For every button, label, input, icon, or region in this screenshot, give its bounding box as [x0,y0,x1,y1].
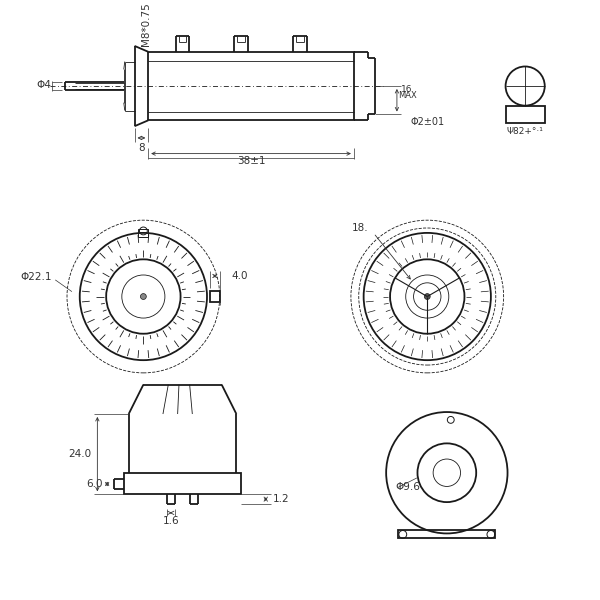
Circle shape [140,293,146,299]
Bar [398,530,496,538]
Bar [148,52,354,121]
Text: 38±1: 38±1 [237,157,265,166]
Text: 6.0: 6.0 [87,479,103,489]
Text: Φ4: Φ4 [36,80,51,90]
Text: 8: 8 [138,143,145,153]
Text: 24.0: 24.0 [68,449,91,459]
Bar [506,106,545,123]
Bar [124,473,241,494]
Circle shape [424,293,430,299]
Text: Φ2±01: Φ2±01 [410,117,445,127]
Text: Φ22.1: Φ22.1 [21,272,52,282]
Bar [210,290,220,302]
Text: M8*0.75: M8*0.75 [142,2,151,46]
Text: Φ9.6: Φ9.6 [395,482,420,493]
Text: 4.0: 4.0 [232,271,248,281]
Text: 1.6: 1.6 [163,516,179,526]
Bar [139,229,148,237]
Text: MAX: MAX [398,91,417,100]
Text: 1.2: 1.2 [272,494,289,504]
Text: 18.: 18. [352,223,368,233]
Text: Ψ82+°·¹: Ψ82+°·¹ [507,127,544,136]
Text: 16: 16 [401,85,412,94]
